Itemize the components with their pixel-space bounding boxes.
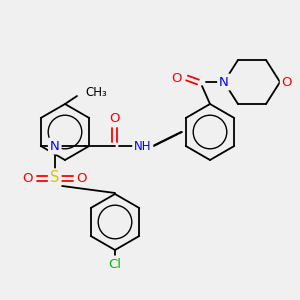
Text: O: O	[110, 112, 120, 124]
Text: O: O	[171, 71, 181, 85]
Text: O: O	[22, 172, 33, 184]
Text: S: S	[50, 170, 59, 185]
Text: O: O	[282, 76, 292, 88]
Text: N: N	[219, 76, 229, 88]
Text: CH₃: CH₃	[85, 85, 107, 98]
Text: Cl: Cl	[109, 257, 122, 271]
Text: O: O	[76, 172, 87, 184]
Text: NH: NH	[134, 140, 152, 152]
Text: N: N	[50, 140, 60, 152]
